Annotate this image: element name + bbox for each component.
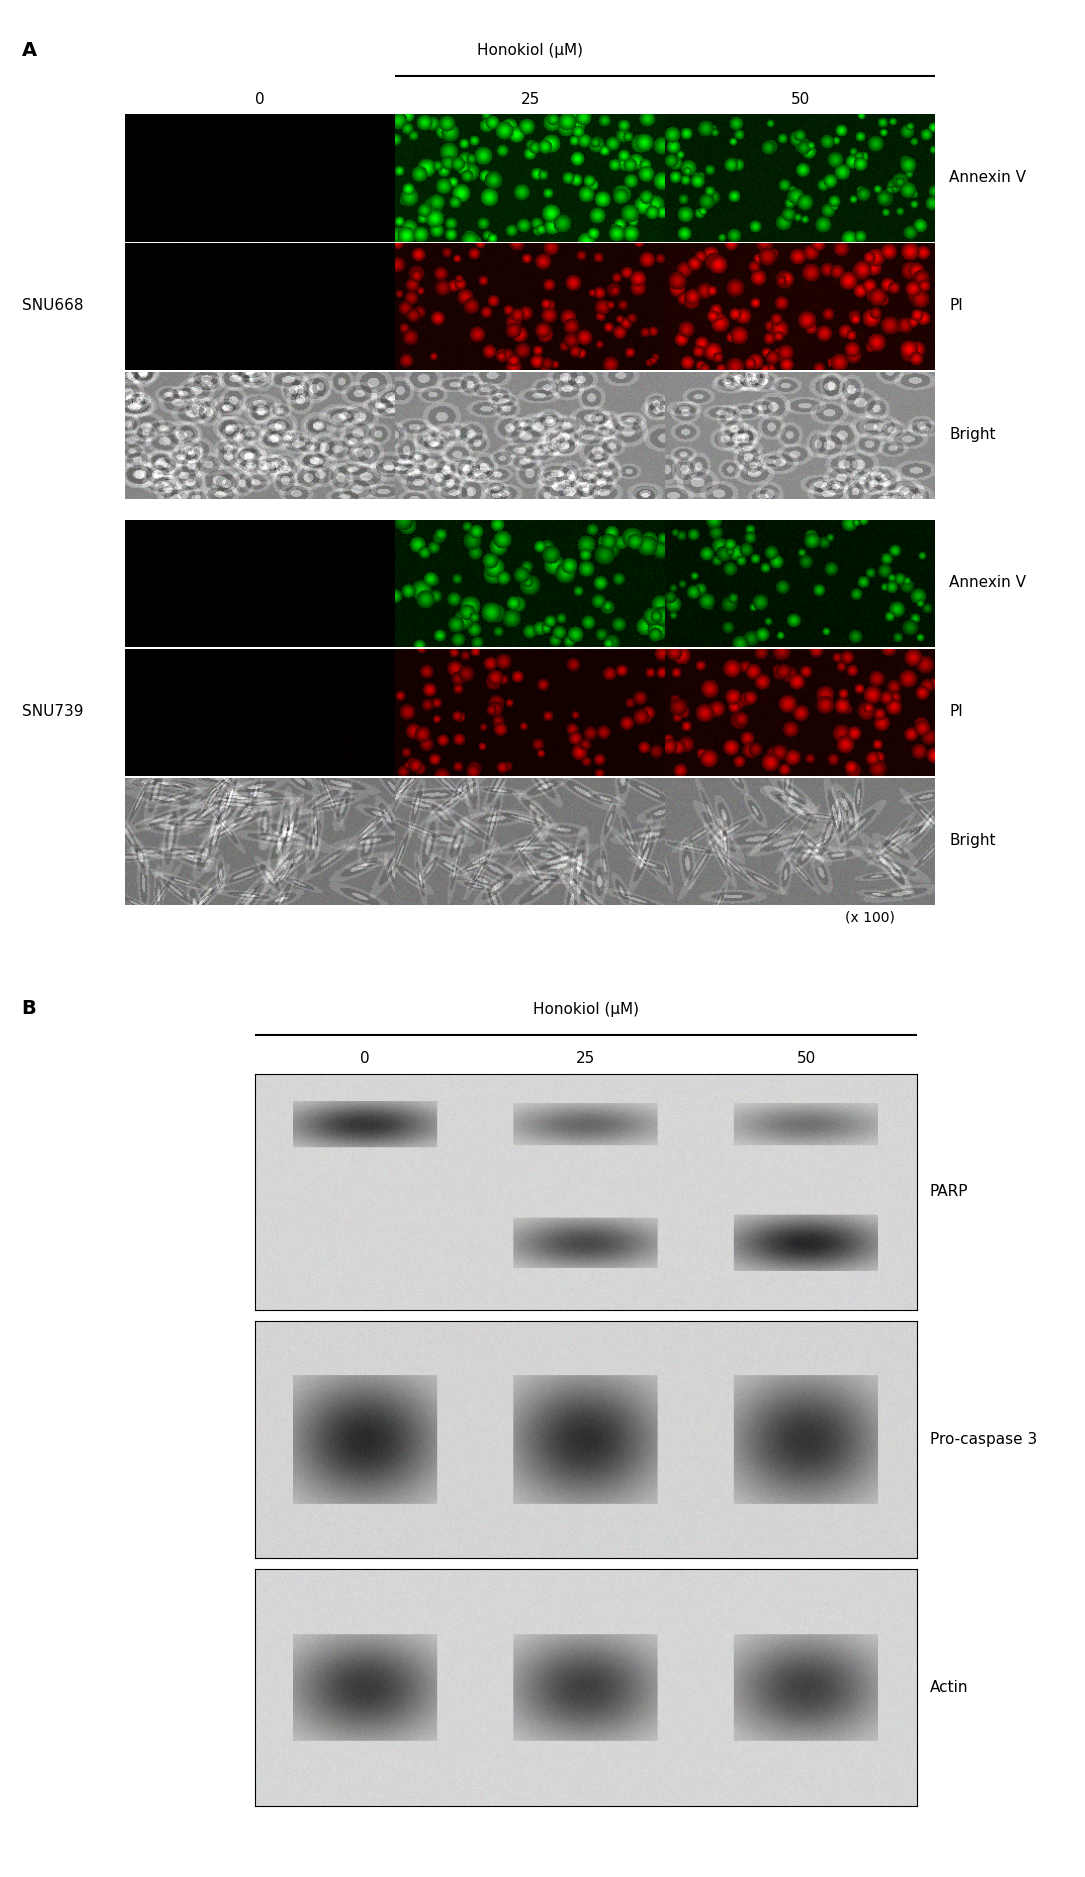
Text: SNU739: SNU739	[22, 704, 84, 719]
Text: Pro-caspase 3: Pro-caspase 3	[930, 1432, 1037, 1447]
Text: SNU668: SNU668	[22, 298, 84, 313]
Text: (x 100): (x 100)	[845, 910, 895, 923]
Text: Bright: Bright	[949, 833, 996, 848]
Text: Honokiol (μM): Honokiol (μM)	[533, 1002, 639, 1017]
Text: 50: 50	[796, 1051, 816, 1066]
Text: Annexin V: Annexin V	[949, 574, 1026, 589]
Text: 25: 25	[521, 92, 539, 107]
Text: Bright: Bright	[949, 428, 996, 443]
Text: Actin: Actin	[930, 1680, 968, 1695]
Text: 50: 50	[791, 92, 809, 107]
Text: A: A	[22, 41, 37, 60]
Text: Annexin V: Annexin V	[949, 169, 1026, 184]
Text: 25: 25	[576, 1051, 596, 1066]
Text: PI: PI	[949, 298, 963, 313]
Text: PI: PI	[949, 704, 963, 719]
Text: Honokiol (μM): Honokiol (μM)	[477, 43, 583, 58]
Text: B: B	[22, 999, 37, 1017]
Text: 0: 0	[360, 1051, 370, 1066]
Text: 0: 0	[255, 92, 265, 107]
Text: PARP: PARP	[930, 1184, 968, 1199]
